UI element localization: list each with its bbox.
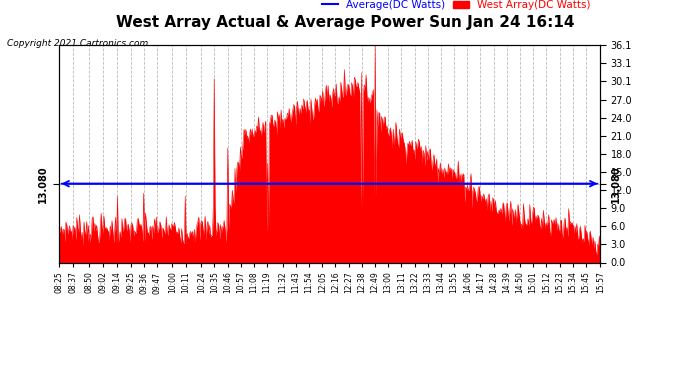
Text: Copyright 2021 Cartronics.com: Copyright 2021 Cartronics.com (7, 39, 148, 48)
Text: West Array Actual & Average Power Sun Jan 24 16:14: West Array Actual & Average Power Sun Ja… (116, 15, 574, 30)
Legend: Average(DC Watts), West Array(DC Watts): Average(DC Watts), West Array(DC Watts) (318, 0, 595, 14)
